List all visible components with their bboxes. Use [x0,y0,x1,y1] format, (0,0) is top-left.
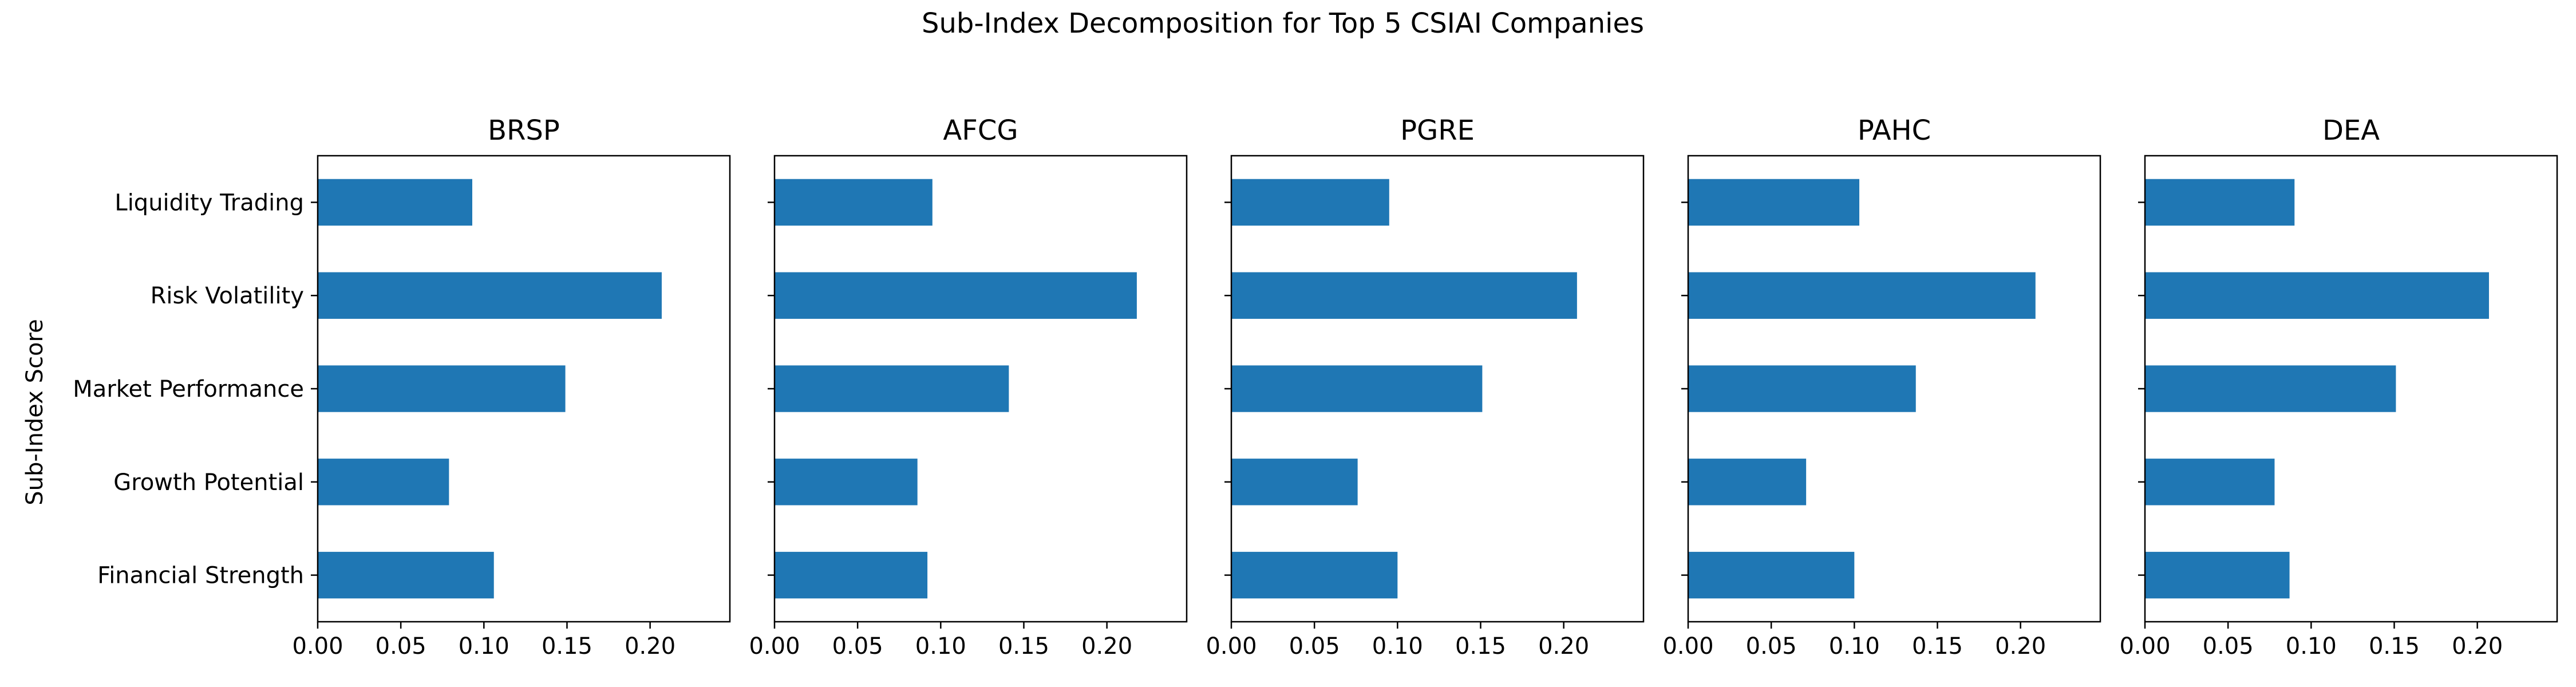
bar-growth-potential [318,459,449,506]
subplot-afcg: AFCG 0.00 0.05 0.10 0.15 0.20 [749,114,1188,660]
x-tick-label: 0.00 [1662,633,1713,660]
bar-liquidity-trading [1688,179,1860,226]
x-tick-label: 0.20 [1995,633,2046,660]
x-tick-label: 0.15 [1912,633,1963,660]
y-tick-label: Growth Potential [113,469,304,496]
bar-liquidity-trading [1231,179,1389,226]
y-tick-label: Financial Strength [97,563,304,589]
x-tick-label: 0.05 [1746,633,1797,660]
figure-title: Sub-Index Decomposition for Top 5 CSIAI … [922,7,1644,40]
bar-risk-volatility [318,272,662,319]
x-tick-label: 0.15 [998,633,1049,660]
bar-market-performance [1231,365,1483,412]
x-tick-label: 0.00 [749,633,800,660]
axes-frame [1230,155,1645,623]
bar-market-performance [1688,365,1916,412]
bar-financial-strength [775,551,928,599]
x-tick-label: 0.00 [292,633,343,660]
bar-financial-strength [2145,551,2290,599]
axes-frame [317,155,731,623]
bar-liquidity-trading [775,179,933,226]
subplot-pahc: PAHC 0.00 0.05 0.10 0.15 0.20 [1662,114,2101,660]
y-tick-label: Market Performance [73,376,304,402]
bar-risk-volatility [2145,272,2489,319]
x-tick-label: 0.00 [2119,633,2170,660]
axes-frame [1687,155,2101,623]
subplot-pgre: PGRE 0.00 0.05 0.10 0.15 0.20 [1206,114,1645,660]
bar-growth-potential [775,459,918,506]
bar-liquidity-trading [2145,179,2295,226]
subplot-title: PGRE [1400,114,1475,147]
bar-risk-volatility [775,272,1137,319]
subplot-title: PAHC [1858,114,1931,147]
bar-financial-strength [318,551,494,599]
x-tick-label: 0.05 [2203,633,2254,660]
subplot-brsp: BRSP Financial Strength Growth Potential Ma… [73,114,731,660]
x-tick-label: 0.15 [1455,633,1506,660]
subplot-title: DEA [2322,114,2380,147]
x-tick-label: 0.05 [832,633,883,660]
y-tick-label: Risk Volatility [151,283,304,309]
bar-risk-volatility [1231,272,1577,319]
x-tick-label: 0.20 [1081,633,1132,660]
bar-market-performance [2145,365,2396,412]
bar-growth-potential [1231,459,1358,506]
x-tick-label: 0.10 [1372,633,1423,660]
y-tick-label: Liquidity Trading [114,189,304,216]
subplot-title: BRSP [488,114,560,147]
bar-liquidity-trading [318,179,472,226]
x-tick-label: 0.10 [2286,633,2337,660]
subplot-dea: DEA 0.00 0.05 0.10 0.15 0.20 [2119,114,2558,660]
x-tick-label: 0.15 [542,633,592,660]
bar-financial-strength [1688,551,1855,599]
bar-risk-volatility [1688,272,2036,319]
x-tick-label: 0.00 [1206,633,1257,660]
bar-market-performance [318,365,566,412]
bar-financial-strength [1231,551,1398,599]
bar-growth-potential [2145,459,2275,506]
x-tick-label: 0.05 [1289,633,1340,660]
x-tick-label: 0.20 [1538,633,1589,660]
y-axis-label: Sub-Index Score [22,319,48,505]
subplot-title: AFCG [943,114,1018,147]
bar-market-performance [775,365,1009,412]
axes-frame [773,155,1188,623]
x-tick-label: 0.20 [2452,633,2503,660]
x-tick-label: 0.10 [1829,633,1880,660]
x-tick-label: 0.10 [915,633,966,660]
bar-growth-potential [1688,459,1807,506]
x-tick-label: 0.15 [2369,633,2420,660]
axes-frame [2144,155,2558,623]
x-tick-label: 0.05 [376,633,426,660]
x-tick-label: 0.10 [459,633,509,660]
x-tick-label: 0.20 [625,633,675,660]
